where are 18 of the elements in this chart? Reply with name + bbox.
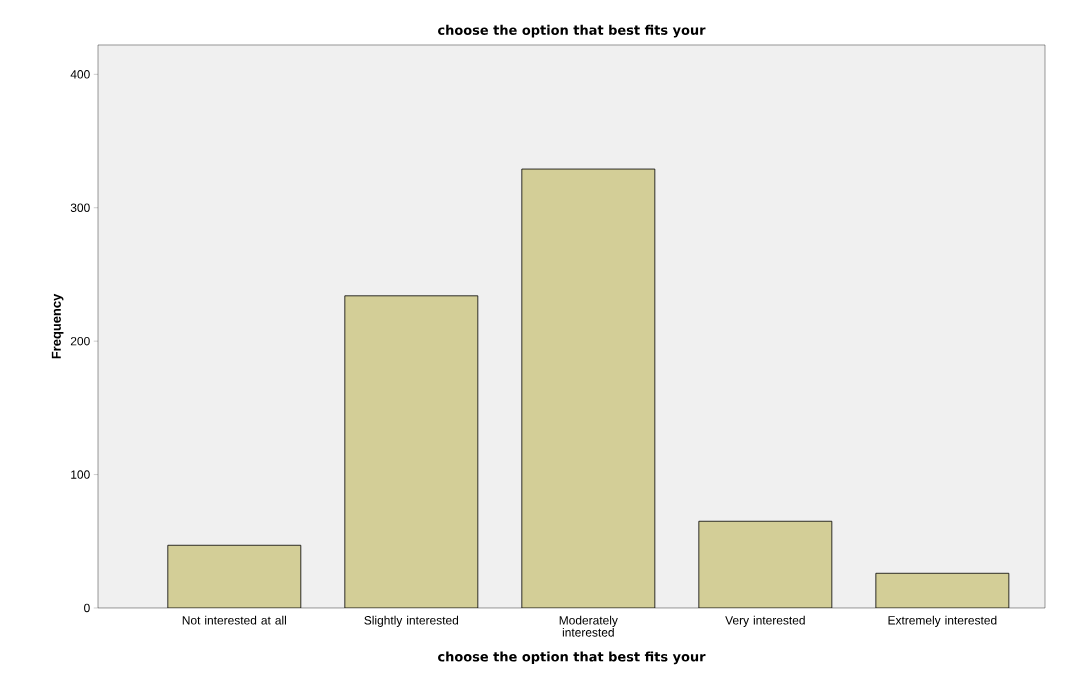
bar xyxy=(875,572,1010,608)
x-tick-label: Moderately interested xyxy=(559,615,618,637)
x-tick-label: Very interested xyxy=(725,615,805,627)
x-axis-title: choose the option that best fits your xyxy=(438,651,706,665)
bar xyxy=(344,295,479,608)
bar xyxy=(698,520,833,608)
x-tick-label: Not interested at all xyxy=(182,615,286,625)
y-tick-label: 300 xyxy=(70,203,90,212)
y-tick-label: 400 xyxy=(70,70,90,79)
y-axis-title: Frequency xyxy=(51,293,64,359)
y-tick-label: 0 xyxy=(84,603,90,613)
bar xyxy=(167,545,301,608)
x-tick-label: Extremely interested xyxy=(888,615,997,627)
chart-title: choose the option that best fits your xyxy=(438,24,706,38)
x-tick-label: Slightly interested xyxy=(364,615,459,627)
y-tick-label: 100 xyxy=(71,470,90,479)
y-tick-label: 200 xyxy=(70,336,90,346)
bar xyxy=(521,168,656,608)
